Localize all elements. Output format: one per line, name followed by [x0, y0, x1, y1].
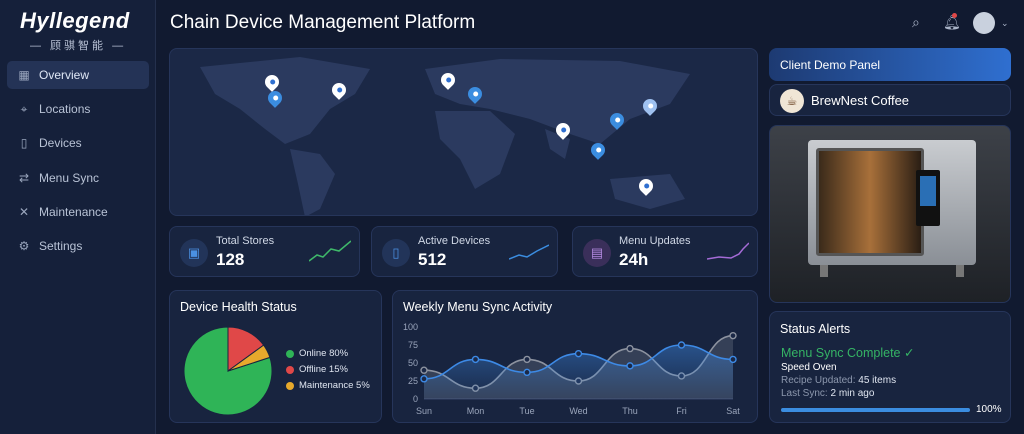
stat-label: Menu Updates: [619, 235, 691, 247]
sidebar-item-menu-sync[interactable]: ⇄ Menu Sync: [7, 164, 149, 192]
stat-value: 128: [216, 250, 245, 269]
stat-card-total-stores[interactable]: ▣ Total Stores 128: [169, 226, 360, 277]
x-tick-label: Sat: [726, 406, 740, 416]
weekly-sync-card: Weekly Menu Sync Activity 0 25 50 75 100 Sun M…: [392, 290, 758, 423]
gear-icon: ⚙: [18, 239, 30, 253]
recipe-updated: Recipe Updated: 45 items: [781, 375, 897, 386]
data-point: [626, 344, 634, 353]
data-point: [523, 355, 531, 364]
sidebar-item-label: Locations: [39, 102, 91, 116]
legend-maintenance: Maintenance 5%: [286, 380, 370, 391]
chevron-down-icon[interactable]: ⌄: [1001, 18, 1009, 28]
sidebar-item-locations[interactable]: ⌖ Locations: [7, 95, 149, 123]
health-pie-chart: [183, 326, 273, 416]
data-point: [677, 341, 686, 349]
data-point: [420, 375, 428, 383]
store-icon: ▣: [180, 239, 208, 267]
sidebar-item-label: Devices: [39, 136, 82, 150]
device-icon: ▯: [382, 239, 410, 267]
sidebar-item-maintenance[interactable]: ✕ Maintenance: [7, 198, 149, 226]
sync-progress-bar: [781, 408, 970, 412]
speed-oven-image: [769, 125, 1011, 303]
sidebar-item-label: Maintenance: [39, 205, 108, 219]
map-pin-icon: ⌖: [20, 101, 28, 116]
stat-value: 24h: [619, 250, 649, 269]
sidebar-item-overview[interactable]: ▦ Overview: [7, 61, 149, 89]
series-area: [424, 345, 733, 399]
search-icon[interactable]: ⌕: [912, 14, 920, 30]
legend-offline: Offline 15%: [286, 364, 348, 375]
data-point: [729, 355, 737, 364]
legend-online: Online 80%: [286, 348, 348, 359]
x-tick-label: Wed: [569, 406, 587, 416]
sidebar-item-devices[interactable]: ▯ Devices: [7, 129, 149, 157]
data-point: [574, 349, 583, 358]
alert-device: Speed Oven: [781, 362, 837, 373]
progress-label: 100%: [976, 404, 1002, 415]
x-tick-label: Mon: [467, 406, 485, 416]
brand-logo: Hyllegend: [20, 8, 130, 33]
weekly-sync-line-chart: 0 25 50 75 100 Sun Mon Tue Wed Thu Fri Sat: [403, 322, 740, 416]
x-tick-label: Tue: [519, 406, 534, 416]
stat-value: 512: [418, 250, 447, 269]
card-title: Weekly Menu Sync Activity: [403, 300, 553, 314]
x-tick-label: Sun: [416, 406, 432, 416]
grid-icon: ▦: [18, 68, 30, 82]
document-icon: ▤: [583, 239, 611, 267]
stat-label: Total Stores: [216, 235, 275, 247]
stat-card-active-devices[interactable]: ▯ Active Devices 512: [371, 226, 558, 277]
client-row[interactable]: ☕︎ BrewNest Coffee: [769, 84, 1011, 116]
stat-card-menu-updates[interactable]: ▤ Menu Updates 24h: [572, 226, 758, 277]
data-point: [420, 366, 428, 374]
world-map: [200, 57, 690, 215]
sidebar-item-label: Menu Sync: [39, 171, 100, 185]
device-health-card: Device Health Status Online 80% Offline …: [169, 290, 382, 423]
sparkline: [509, 244, 549, 260]
bell-icon[interactable]: 🔔︎: [943, 13, 961, 30]
sync-icon: ⇄: [18, 171, 30, 185]
brand-subtitle: — 顾骐智能 —: [30, 40, 127, 52]
y-tick-label: 25: [408, 376, 418, 386]
y-tick-label: 0: [413, 394, 418, 404]
y-tick-label: 75: [408, 340, 418, 350]
card-title: Device Health Status: [180, 300, 297, 314]
stat-label: Active Devices: [418, 235, 491, 247]
y-tick-label: 100: [403, 322, 418, 332]
sidebar-item-settings[interactable]: ⚙ Settings: [7, 232, 149, 260]
client-name: BrewNest Coffee: [811, 93, 910, 108]
client-panel-header: Client Demo Panel: [769, 48, 1011, 81]
status-alerts-card: Status Alerts Menu Sync Complete ✓ Speed…: [769, 311, 1011, 423]
x-tick-label: Thu: [622, 406, 638, 416]
wrench-icon: ✕: [18, 205, 30, 219]
data-point: [729, 331, 737, 340]
data-point: [523, 368, 531, 377]
panel-title: Client Demo Panel: [780, 58, 881, 72]
card-title: Status Alerts: [780, 322, 851, 336]
y-tick-label: 50: [408, 358, 418, 368]
page-title: Chain Device Management Platform: [170, 12, 476, 33]
coffee-cup-icon: ☕︎: [780, 89, 804, 113]
store-map[interactable]: [169, 48, 758, 216]
alert-status: Menu Sync Complete ✓: [781, 346, 915, 360]
sidebar-item-label: Overview: [39, 68, 90, 82]
data-point: [471, 355, 480, 364]
phone-icon: ▯: [20, 136, 28, 150]
sparkline: [707, 242, 749, 260]
avatar[interactable]: [973, 12, 995, 34]
x-tick-label: Fri: [676, 406, 687, 416]
sidebar-item-label: Settings: [39, 239, 83, 253]
last-sync: Last Sync: 2 min ago: [781, 388, 875, 399]
sidebar: Hyllegend — 顾骐智能 — ▦ Overview ⌖ Locations …: [0, 0, 156, 434]
sparkline: [309, 240, 351, 262]
data-point: [626, 362, 634, 370]
pie-slice-maintenance: [227, 344, 271, 372]
